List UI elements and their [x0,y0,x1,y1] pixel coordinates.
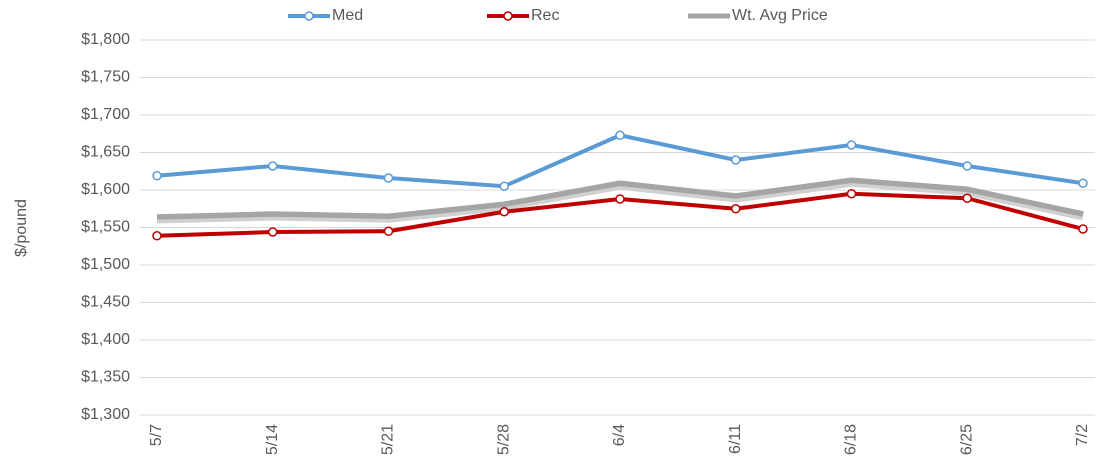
y-axis-label: $/pound [13,199,30,257]
x-tick-label: 6/25 [958,424,975,455]
marker [615,194,625,204]
legend-label: Wt. Avg Price [732,7,828,24]
marker [615,130,625,140]
x-tick-label: 6/18 [843,424,860,455]
marker [152,231,162,241]
y-tick-label: $1,750 [81,69,130,86]
marker [499,207,509,217]
x-tick-label: 5/28 [495,424,512,455]
y-tick-label: $1,700 [81,106,130,123]
x-tick-label: 5/14 [264,424,281,455]
marker [846,189,857,199]
y-tick-label: $1,300 [81,406,130,423]
marker [846,140,857,150]
series-line [156,133,1084,189]
y-tick-label: $1,350 [81,369,130,386]
legend-marker [503,11,513,21]
marker [383,226,394,236]
x-tick-label: 5/7 [148,424,165,446]
marker [268,227,278,237]
y-tick-label: $1,500 [81,256,130,273]
marker [962,161,972,171]
marker [152,171,162,181]
marker [962,193,972,203]
marker [731,155,741,165]
marker [1078,178,1088,188]
marker [499,181,509,191]
legend-label: Med [332,7,363,24]
y-tick-label: $1,450 [81,294,130,311]
marker [1078,224,1088,234]
series-line [156,177,1084,220]
y-tick-label: $1,600 [81,181,130,198]
y-tick-label: $1,800 [81,31,130,48]
legend-marker [304,11,314,21]
x-tick-label: 6/11 [727,424,744,454]
marker [268,161,278,171]
x-tick-label: 7/2 [1074,424,1091,446]
x-tick-label: 5/21 [380,424,397,455]
marker [731,204,741,214]
y-tick-label: $1,650 [81,144,130,161]
y-tick-label: $1,550 [81,219,130,236]
marker [383,173,394,183]
x-tick-label: 6/4 [611,424,628,446]
legend-label: Rec [531,7,559,24]
y-tick-label: $1,400 [81,331,130,348]
